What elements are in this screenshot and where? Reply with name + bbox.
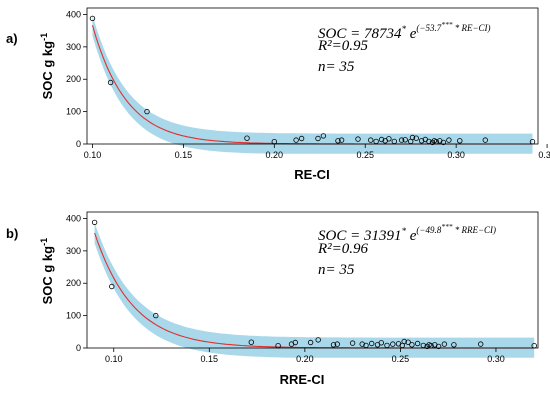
data-point-b <box>414 340 421 347</box>
data-point-a <box>107 79 114 86</box>
x-axis-label-b: RRE-CI <box>279 372 325 387</box>
data-point-a <box>293 137 299 143</box>
n-label-a: n= 35 <box>318 59 355 75</box>
y-tick-label-b: 300 <box>66 246 81 256</box>
data-point-b <box>401 338 407 345</box>
data-point-b <box>359 341 365 347</box>
data-point-a <box>482 137 488 143</box>
data-point-b <box>153 312 159 319</box>
data-point-a <box>433 138 439 145</box>
data-point-a <box>355 136 361 142</box>
data-point-a <box>426 138 432 145</box>
chart-plot-b: 0.10 0.15 0.20 0.25 0.30 0 100 200 300 400 <box>66 211 539 364</box>
data-point-a <box>244 135 250 141</box>
y-tick-label-b: 100 <box>66 311 81 321</box>
x-tick-label-b: 0.15 <box>201 354 219 364</box>
data-point-a <box>413 135 419 141</box>
data-point-b <box>334 341 340 347</box>
data-point-b <box>409 342 415 348</box>
data-point-a <box>89 15 96 22</box>
data-point-b <box>307 339 314 346</box>
panel-label-b: b) <box>6 226 19 241</box>
data-point-b <box>428 342 434 349</box>
data-point-a <box>529 138 536 145</box>
data-point-a <box>378 136 385 143</box>
n-label-b: n= 35 <box>318 262 355 278</box>
panel-label-a: a) <box>6 31 18 46</box>
data-point-b <box>369 340 375 347</box>
confidence-band-a <box>92 15 533 154</box>
data-point-a <box>338 137 345 143</box>
equation-b: SOC = 31391* e(−49.8*** * RRE−CI) <box>318 222 497 244</box>
chart-plot-a: 0.10 0.15 0.20 0.25 0.30 0.35 0 100 200 300 400 <box>66 7 550 160</box>
y-tick-label-a: 400 <box>66 9 81 19</box>
data-point-b <box>384 342 390 349</box>
data-point-a <box>298 135 305 142</box>
x-tick-label-a: 0.20 <box>266 150 284 160</box>
data-point-a <box>409 134 416 141</box>
data-point-b <box>378 340 384 346</box>
data-point-a <box>398 137 405 143</box>
data-point-b <box>405 339 411 345</box>
data-point-b <box>531 342 537 349</box>
chart-panel-a: 0.10 0.15 0.20 0.25 0.30 0.35 0 100 200 300 400 a)… <box>6 7 550 182</box>
data-point-b <box>451 342 457 348</box>
data-point-a <box>315 135 321 142</box>
equation-a: SOC = 78734* e(−53.7*** * RE−CI) <box>318 20 491 42</box>
data-point-b <box>349 340 356 346</box>
x-tick-label-a: 0.30 <box>447 150 465 160</box>
y-tick-label-b: 200 <box>66 278 81 288</box>
y-tick-label-a: 100 <box>66 107 81 117</box>
data-point-b <box>390 341 396 347</box>
data-point-a <box>271 138 277 145</box>
data-point-a <box>429 139 436 146</box>
y-tick-label-b: 400 <box>66 213 81 223</box>
x-tick-label-a: 0.35 <box>538 150 550 160</box>
data-point-a <box>368 137 374 143</box>
data-point-a <box>391 138 397 145</box>
data-point-a <box>457 138 463 144</box>
r2-label-b: R²=0.96 <box>318 241 369 257</box>
data-point-b <box>441 341 448 347</box>
y-tick-label-b: 0 <box>76 343 81 353</box>
data-point-b <box>315 337 321 343</box>
data-point-a <box>320 133 327 139</box>
y-tick-label-a: 300 <box>66 42 81 52</box>
x-tick-label-a: 0.10 <box>84 150 102 160</box>
data-point-b <box>330 342 337 348</box>
x-tick-label-a: 0.15 <box>175 150 193 160</box>
plot-frame-b <box>86 211 539 349</box>
data-point-a <box>402 137 408 143</box>
data-point-a <box>418 138 425 144</box>
x-tick-label-b: 0.10 <box>105 354 123 364</box>
data-point-a <box>440 139 447 146</box>
y-tick-label-a: 200 <box>66 74 81 84</box>
y-tick-label-a: 0 <box>76 139 81 149</box>
data-point-b <box>248 339 254 345</box>
x-tick-label-b: 0.25 <box>392 354 410 364</box>
plot-frame-a <box>86 7 539 145</box>
r2-label-a: R²=0.95 <box>318 38 369 54</box>
data-point-b <box>478 341 484 347</box>
data-point-b <box>292 339 298 346</box>
y-axis-label-b: SOC g kg-1 <box>38 237 56 305</box>
x-tick-label-a: 0.25 <box>356 150 374 160</box>
x-tick-label-b: 0.30 <box>487 354 505 364</box>
data-point-b <box>91 219 98 226</box>
data-point-a <box>144 108 150 115</box>
data-point-b <box>109 283 115 290</box>
data-point-b <box>435 343 442 350</box>
confidence-band-b <box>94 222 535 358</box>
data-point-b <box>363 342 369 349</box>
data-point-a <box>446 137 452 143</box>
y-axis-label-a: SOC g kg-1 <box>38 32 56 100</box>
x-axis-label-a: RE-CI <box>294 167 330 182</box>
data-point-a <box>386 136 392 142</box>
data-point-b <box>275 342 281 349</box>
data-point-a <box>335 138 341 144</box>
data-point-a <box>373 138 379 145</box>
chart-panel-b: 0.10 0.15 0.20 0.25 0.30 0 100 200 300 400 b) SOC… <box>0 200 550 400</box>
x-tick-label-b: 0.20 <box>296 354 314 364</box>
data-point-b <box>420 342 426 349</box>
